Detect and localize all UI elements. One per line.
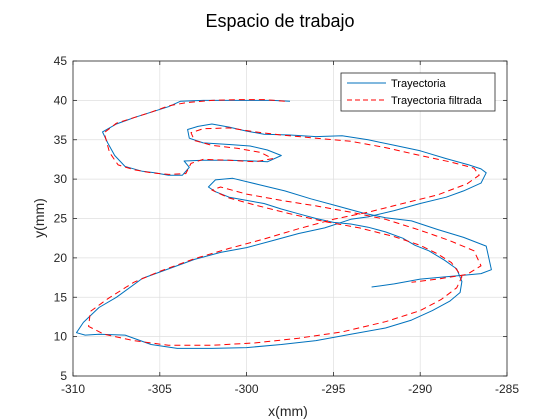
y-tick-label: 10 xyxy=(54,330,68,344)
y-tick-label: 15 xyxy=(54,290,68,304)
x-tick-labels: -310 -305 -300 -295 -290 -285 xyxy=(61,382,519,396)
legend-box xyxy=(340,72,496,112)
y-tick-label: 20 xyxy=(54,251,68,265)
x-tick-label: -310 xyxy=(61,382,85,396)
x-tick-label: -285 xyxy=(495,382,519,396)
series-line-trayectoria xyxy=(76,99,492,349)
x-tick-label: -305 xyxy=(148,382,172,396)
series-line-trayectoria-filtrada xyxy=(88,99,482,346)
y-tick-label: 5 xyxy=(60,369,67,383)
x-tick-label: -300 xyxy=(235,382,259,396)
chart-title: Espacio de trabajo xyxy=(205,11,354,31)
legend-label-trayectoria-filtrada: Trayectoria filtrada xyxy=(391,95,483,107)
y-tick-label: 30 xyxy=(54,172,68,186)
y-tick-label: 45 xyxy=(54,54,68,68)
series-layer xyxy=(76,99,492,349)
x-tick-label: -290 xyxy=(408,382,432,396)
y-tick-labels: 5 10 15 20 25 30 35 40 45 xyxy=(54,54,68,383)
y-axis-label: y(mm) xyxy=(31,198,47,238)
y-tick-label: 35 xyxy=(54,133,68,147)
y-tick-label: 25 xyxy=(54,212,68,226)
legend-label-trayectoria: Trayectoria xyxy=(391,78,446,90)
x-tick-label: -295 xyxy=(321,382,345,396)
legend: Trayectoria Trayectoria filtrada xyxy=(340,72,496,112)
ticks xyxy=(72,60,508,377)
x-axis-label: x(mm) xyxy=(268,403,308,419)
y-tick-label: 40 xyxy=(54,93,68,107)
